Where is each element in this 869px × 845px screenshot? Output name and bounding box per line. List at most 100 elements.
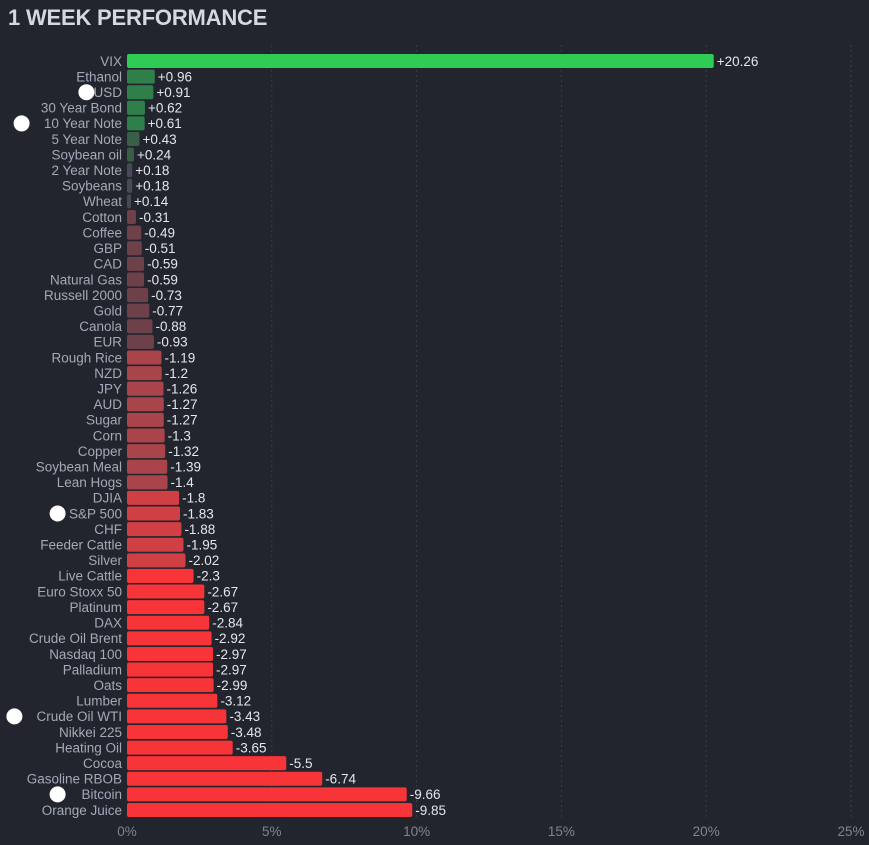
value-label: -1.27 <box>167 413 198 428</box>
bar <box>127 802 413 818</box>
bar <box>127 412 164 427</box>
value-label: -0.73 <box>151 288 182 303</box>
value-label: +20.26 <box>717 54 759 69</box>
value-label: -3.43 <box>229 709 260 724</box>
category-label: USD <box>93 85 122 100</box>
bar <box>127 147 134 162</box>
category-label: Crude Oil WTI <box>36 709 122 724</box>
category-label: DJIA <box>93 491 122 506</box>
bar <box>127 615 210 630</box>
value-label: -0.59 <box>147 257 178 272</box>
category-label: GBP <box>93 241 122 256</box>
chart-title: 1 WEEK PERFORMANCE <box>8 5 268 30</box>
category-label: Feeder Cattle <box>40 538 122 553</box>
category-label: Gasoline RBOB <box>27 772 122 787</box>
category-label: Copper <box>78 444 123 459</box>
bar <box>127 787 407 802</box>
category-label: VIX <box>100 54 122 69</box>
x-tick-label: 20% <box>693 824 720 839</box>
value-label: -2.3 <box>197 569 220 584</box>
value-label: -2.97 <box>216 662 247 677</box>
bar <box>127 225 142 240</box>
bar <box>127 397 164 412</box>
bar <box>127 69 155 84</box>
value-label: -1.4 <box>171 475 195 490</box>
x-tick-label: 5% <box>262 824 282 839</box>
value-label: +0.18 <box>135 179 169 194</box>
x-axis-ticks: 0% 5% 10% 15% 20% 25% <box>117 824 864 839</box>
bar <box>127 553 186 568</box>
bar <box>127 163 133 178</box>
bar <box>127 771 323 786</box>
category-label: Nikkei 225 <box>59 725 122 740</box>
bar <box>127 646 214 661</box>
bar <box>127 490 180 505</box>
value-label: -1.39 <box>170 460 201 475</box>
category-label: S&P 500 <box>69 506 122 521</box>
bar <box>127 210 136 225</box>
category-label: 5 Year Note <box>51 132 122 147</box>
bar <box>127 740 233 755</box>
bar <box>127 334 154 349</box>
bar <box>127 178 133 193</box>
bar <box>127 116 145 131</box>
value-label: -0.93 <box>157 335 188 350</box>
bar <box>127 132 140 147</box>
value-label: -9.85 <box>415 803 446 818</box>
bar <box>127 584 205 599</box>
category-label: NZD <box>94 366 122 381</box>
value-label: -2.67 <box>207 600 238 615</box>
bar <box>127 522 182 537</box>
bars <box>127 53 714 818</box>
category-label: Russell 2000 <box>44 288 122 303</box>
category-label: Natural Gas <box>50 272 122 287</box>
category-label: Gold <box>93 303 122 318</box>
category-label: 30 Year Bond <box>41 101 122 116</box>
bar <box>127 631 212 646</box>
bar <box>127 756 287 771</box>
value-label: -1.26 <box>166 381 197 396</box>
bar <box>127 537 184 552</box>
category-label: Ethanol <box>76 69 122 84</box>
value-labels: +20.26+0.96+0.91+0.62+0.61+0.43+0.24+0.1… <box>134 54 758 818</box>
value-label: -1.27 <box>167 397 198 412</box>
category-label: Crude Oil Brent <box>29 631 122 646</box>
value-label: +0.61 <box>148 116 182 131</box>
value-label: -2.02 <box>188 553 219 568</box>
category-label: Sugar <box>86 413 123 428</box>
value-label: +0.14 <box>134 194 169 209</box>
marker-dot <box>49 505 66 522</box>
category-label: JPY <box>97 381 122 396</box>
value-label: -9.66 <box>410 787 441 802</box>
category-label: Bitcoin <box>81 787 122 802</box>
category-label: Platinum <box>69 600 122 615</box>
bar <box>127 272 145 287</box>
value-label: +0.24 <box>137 147 172 162</box>
marker-dot <box>78 84 95 101</box>
value-label: -1.8 <box>182 491 205 506</box>
category-label: Lumber <box>76 694 122 709</box>
value-label: -1.83 <box>183 506 214 521</box>
category-label: CAD <box>93 257 122 272</box>
value-label: +0.91 <box>156 85 190 100</box>
bar <box>127 475 168 490</box>
category-label: Silver <box>88 553 122 568</box>
value-label: -1.32 <box>168 444 199 459</box>
category-label: Heating Oil <box>55 740 122 755</box>
markers <box>6 84 95 803</box>
category-label: Soybean Meal <box>36 460 122 475</box>
category-label: Coffee <box>82 225 122 240</box>
category-label: Soybean oil <box>51 147 122 162</box>
bar <box>127 693 218 708</box>
bar <box>127 366 162 381</box>
value-label: -0.49 <box>144 225 175 240</box>
bar <box>127 100 145 115</box>
value-label: -2.97 <box>216 647 247 662</box>
value-label: -0.31 <box>139 210 170 225</box>
bar <box>127 428 165 443</box>
value-label: +0.18 <box>135 163 169 178</box>
category-label: Live Cattle <box>58 569 122 584</box>
category-label: Nasdaq 100 <box>49 647 122 662</box>
category-label: Soybeans <box>62 179 122 194</box>
category-label: Palladium <box>63 662 122 677</box>
